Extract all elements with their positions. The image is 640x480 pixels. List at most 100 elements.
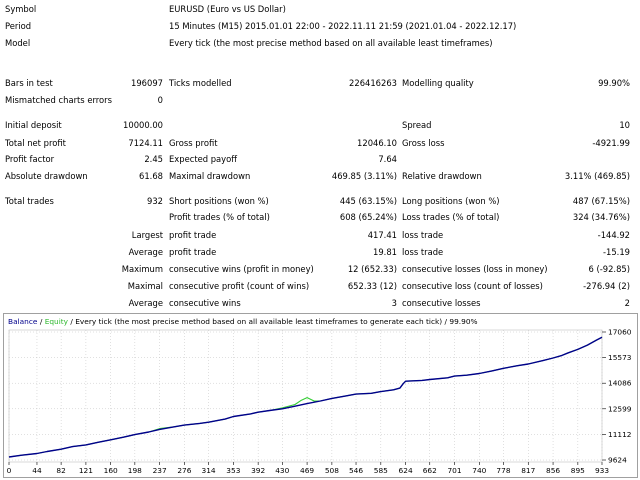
x-tick-label: 121 — [79, 466, 93, 475]
max-consecutive-wins-value: 12 (652.33) — [347, 264, 397, 274]
mismatched-errors-value: 0 — [157, 95, 163, 105]
average-consecutive-wins-value: 3 — [391, 298, 397, 308]
profit-trades-value: 608 (65.24%) — [339, 212, 397, 222]
symbol-value: EURUSD (Euro vs US Dollar) — [169, 4, 286, 14]
y-tick-label: 11112 — [608, 430, 632, 439]
balance-series-line — [8, 336, 603, 458]
maximal-consecutive-profit-value: 652.33 (12) — [347, 281, 397, 291]
total-trades-label: Total trades — [5, 196, 54, 206]
mismatched-errors-label: Mismatched charts errors — [5, 95, 112, 105]
max-consecutive-losses-label: consecutive losses (loss in money) — [402, 264, 548, 274]
x-tick-label: 933 — [595, 466, 609, 475]
model-label: Model — [5, 38, 31, 48]
gross-loss-label: Gross loss — [402, 138, 445, 148]
relative-drawdown-value: 3.11% (469.85) — [564, 171, 630, 181]
total-net-profit-label: Total net profit — [5, 138, 66, 148]
x-tick-label: 740 — [472, 466, 486, 475]
maximal-drawdown-value: 469.85 (3.11%) — [331, 171, 397, 181]
largest-loss-label: loss trade — [402, 230, 444, 240]
bars-in-test-label: Bars in test — [5, 78, 53, 88]
legend-equity: Equity — [44, 317, 69, 326]
x-tick-label: 546 — [349, 466, 363, 475]
chart-plot-area: 9624 11112 12599 14086 15573 17060 0 44 82 121 160… — [7, 328, 632, 476]
x-tick-label: 237 — [153, 466, 167, 475]
profit-factor-label: Profit factor — [5, 154, 55, 164]
gross-profit-label: Gross profit — [169, 138, 218, 148]
average-consecutive-losses-label: consecutive losses — [402, 298, 481, 308]
profit-trades-label: Profit trades (% of total) — [169, 212, 270, 222]
long-positions-value: 487 (67.15%) — [572, 196, 630, 206]
ticks-modelled-label: Ticks modelled — [169, 78, 232, 88]
x-tick-label: 778 — [496, 466, 510, 475]
y-tick-label: 15573 — [608, 353, 632, 362]
average-profit-value: 19.81 — [373, 247, 397, 257]
expected-payoff-value: 7.64 — [378, 154, 397, 164]
x-tick-label: 198 — [128, 466, 142, 475]
initial-deposit-label: Initial deposit — [5, 120, 62, 130]
x-tick-label: 82 — [56, 466, 65, 475]
average-consecutive-wins-label: consecutive wins — [169, 298, 241, 308]
total-net-profit-value: 7124.11 — [128, 138, 163, 148]
x-tick-label: 160 — [104, 466, 118, 475]
gross-loss-value: -4921.99 — [592, 138, 630, 148]
expected-payoff-label: Expected payoff — [169, 154, 238, 164]
x-tick-label: 817 — [521, 466, 535, 475]
period-value: 15 Minutes (M15) 2015.01.01 22:00 - 2022… — [169, 21, 517, 31]
absolute-drawdown-label: Absolute drawdown — [5, 171, 88, 181]
relative-drawdown-label: Relative drawdown — [402, 171, 482, 181]
modelling-quality-label: Modelling quality — [402, 78, 474, 88]
x-tick-label: 585 — [374, 466, 388, 475]
equity-series-line — [8, 336, 603, 458]
initial-deposit-value: 10000.00 — [123, 120, 163, 130]
period-label: Period — [5, 21, 32, 31]
y-tick-label: 12599 — [608, 404, 632, 413]
largest-profit-label: profit trade — [169, 230, 217, 240]
profit-factor-value: 2.45 — [144, 154, 163, 164]
maximal-consecutive-loss-value: -276.94 (2) — [583, 281, 630, 291]
largest-loss-value: -144.92 — [597, 230, 630, 240]
gross-profit-value: 12046.10 — [357, 138, 397, 148]
total-trades-value: 932 — [147, 196, 163, 206]
y-tick-label: 14086 — [608, 379, 632, 388]
x-tick-label: 314 — [202, 466, 216, 475]
ticks-modelled-value: 226416263 — [349, 78, 397, 88]
x-tick-label: 430 — [275, 466, 289, 475]
average-consecutive-losses-value: 2 — [624, 298, 630, 308]
x-tick-label: 276 — [177, 466, 191, 475]
legend-balance: Balance — [8, 317, 38, 326]
x-tick-label: 856 — [546, 466, 560, 475]
short-positions-label: Short positions (won %) — [169, 196, 269, 206]
x-tick-label: 508 — [325, 466, 339, 475]
spread-value: 10 — [619, 120, 630, 130]
symbol-label: Symbol — [5, 4, 37, 14]
maximum-prefix: Maximum — [121, 264, 163, 274]
max-consecutive-losses-value: 6 (-92.85) — [588, 264, 630, 274]
average-loss-label: loss trade — [402, 247, 444, 257]
loss-trades-label: Loss trades (% of total) — [402, 212, 500, 222]
maximal-prefix: Maximal — [127, 281, 163, 291]
model-value: Every tick (the most precise method base… — [169, 38, 493, 48]
short-positions-value: 445 (63.15%) — [339, 196, 397, 206]
x-tick-label: 44 — [32, 466, 42, 475]
y-tick-label: 9624 — [608, 456, 627, 465]
spread-label: Spread — [402, 120, 432, 130]
legend-description: / Every tick (the most precise method ba… — [68, 317, 478, 326]
loss-trades-value: 324 (34.76%) — [572, 212, 630, 222]
maximal-drawdown-label: Maximal drawdown — [169, 171, 251, 181]
long-positions-label: Long positions (won %) — [402, 196, 500, 206]
x-tick-label: 895 — [571, 466, 585, 475]
x-tick-label: 701 — [447, 466, 461, 475]
chart-legend: Balance / Equity / Every tick (the most … — [8, 317, 478, 327]
x-tick-label: 469 — [300, 466, 314, 475]
max-consecutive-wins-label: consecutive wins (profit in money) — [169, 264, 314, 274]
largest-prefix: Largest — [131, 230, 163, 240]
average-consecutive-prefix: Average — [128, 298, 163, 308]
modelling-quality-value: 99.90% — [598, 78, 630, 88]
x-tick-label: 662 — [423, 466, 437, 475]
absolute-drawdown-value: 61.68 — [139, 171, 163, 181]
x-tick-label: 353 — [226, 466, 240, 475]
maximal-consecutive-loss-label: consecutive loss (count of losses) — [402, 281, 543, 291]
bars-in-test-value: 196097 — [131, 78, 163, 88]
y-tick-label: 17060 — [608, 328, 632, 337]
average-profit-label: profit trade — [169, 247, 217, 257]
